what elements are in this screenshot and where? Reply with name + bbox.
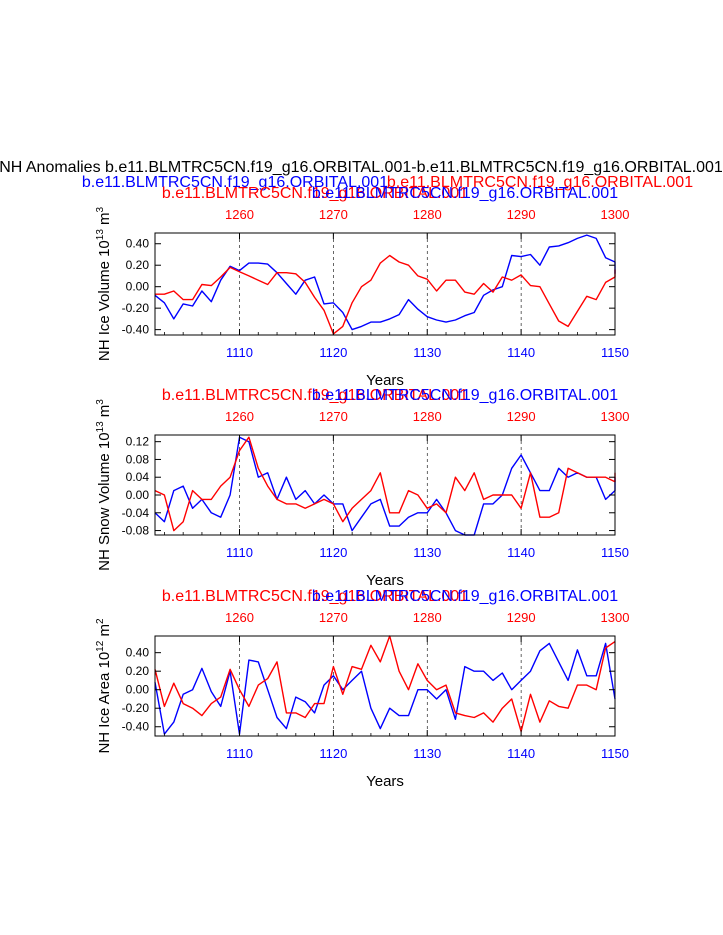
x-axis-label: Years [366,372,404,389]
y-tick-label: 0.08 [126,452,150,466]
x-tick-label-top: 1270 [319,409,348,424]
x-tick-label-bottom: 1150 [601,345,629,360]
x-tick-label-top: 1270 [319,207,348,222]
plot-frame [154,232,616,336]
chart-snow-volume: b.e11.BLMTRC5CN.f19_g16.ORBITAL.001b.e11… [95,387,629,589]
y-tick-label: -0.40 [122,720,150,734]
series-line-blue [154,436,616,536]
y-axis-label-text: NH Snow Volume 10 [96,432,113,570]
x-axis-label: Years [366,572,404,589]
series-line-red [155,254,616,335]
x-tick-label-bottom: 1110 [226,345,253,360]
series-line-red [154,635,616,733]
y-tick-label: 0.20 [126,664,150,678]
x-tick-label-top: 1300 [601,610,630,625]
x-tick-label-top: 1260 [225,610,254,625]
y-axis-label-exponent: 13 [95,421,106,433]
x-tick-label-bottom: 1130 [413,545,441,560]
x-tick-label-top: 1300 [601,207,630,222]
y-axis-label-unit: m [96,405,113,422]
y-tick-label: 0.00 [126,488,150,502]
x-tick-label-top: 1290 [507,207,536,222]
subtitle-blue: b.e11.BLMTRC5CN.f19_g16.ORBITAL.001 [82,174,388,191]
x-axis-label: Years [366,773,404,790]
y-axis-label-exponent: 13 [95,229,106,241]
x-tick-label-bottom: 1130 [413,746,441,761]
x-tick-label-top: 1290 [507,409,536,424]
x-tick-label-bottom: 1120 [319,746,347,761]
y-axis-label: NH Ice Area 1012 m2 [95,618,113,754]
series-line-blue [154,234,616,331]
panel-title-red: b.e11.BLMTRC5CN.f19_g16.ORBITAL.001 [162,588,468,605]
x-tick-label-top: 1280 [413,207,442,222]
y-axis-label-exponent: 12 [95,640,106,652]
chart-panels: b.e11.BLMTRC5CN.f19_g16.ORBITAL.001b.e11… [95,185,629,790]
y-tick-label: 0.40 [126,646,150,660]
y-tick-label: 0.12 [126,435,150,449]
x-tick-label-top: 1280 [413,610,442,625]
chart-ice-area: b.e11.BLMTRC5CN.f19_g16.ORBITAL.001b.e11… [95,588,629,790]
y-axis-label-unit-exponent: 3 [95,399,106,405]
y-axis-label: NH Ice Volume 1013 m3 [95,206,113,361]
x-tick-label-bottom: 1120 [319,345,347,360]
panel-title-red: b.e11.BLMTRC5CN.f19_g16.ORBITAL.001 [162,387,468,404]
y-axis-label: NH Snow Volume 1013 m3 [95,399,113,571]
y-tick-label: -0.20 [122,701,150,715]
y-tick-label: -0.40 [122,323,150,337]
x-tick-label-bottom: 1110 [226,746,253,761]
series-line-blue [154,642,616,735]
x-tick-label-bottom: 1140 [507,345,535,360]
x-tick-label-top: 1260 [225,409,254,424]
chart-ice-volume: b.e11.BLMTRC5CN.f19_g16.ORBITAL.001b.e11… [95,185,629,389]
y-axis-label-unit-exponent: 3 [95,206,106,212]
x-tick-label-top: 1300 [601,409,630,424]
x-tick-label-bottom: 1120 [319,545,347,560]
y-tick-label: -0.04 [122,506,150,520]
y-axis-label-unit-exponent: 2 [95,618,106,624]
panel-title-blue: b.e11.BLMTRC5CN.f19_g16.ORBITAL.001 [312,387,618,404]
plot-frame [154,635,616,737]
panel-title-blue: b.e11.BLMTRC5CN.f19_g16.ORBITAL.001 [312,185,618,202]
x-tick-label-bottom: 1130 [413,345,441,360]
x-tick-label-top: 1280 [413,409,442,424]
subtitle-red: b.e11.BLMTRC5CN.f19_g16.ORBITAL.001 [387,174,693,191]
y-tick-label: 0.04 [126,470,150,484]
y-axis-label-text: NH Ice Area 10 [96,652,113,754]
panel-title-red: b.e11.BLMTRC5CN.f19_g16.ORBITAL.001 [162,185,468,202]
panel-title-blue: b.e11.BLMTRC5CN.f19_g16.ORBITAL.001 [312,588,618,605]
y-tick-label: 0.20 [126,258,150,272]
y-tick-label: 0.00 [126,683,150,697]
y-tick-label: -0.20 [122,301,150,315]
y-tick-label: 0.00 [126,280,150,294]
y-axis-label-unit: m [96,212,113,229]
y-axis-label-unit: m [96,624,113,641]
y-tick-label: 0.40 [126,237,150,251]
x-tick-label-bottom: 1140 [507,746,535,761]
y-axis-label-text: NH Ice Volume 10 [96,240,113,361]
x-tick-label-bottom: 1110 [226,545,253,560]
x-tick-label-bottom: 1150 [601,545,629,560]
main-title: NH Anomalies b.e11.BLMTRC5CN.f19_g16.ORB… [0,159,723,176]
x-tick-label-bottom: 1140 [507,545,535,560]
x-tick-label-top: 1260 [225,207,254,222]
x-tick-label-bottom: 1150 [601,746,629,761]
series-line-red [154,436,616,532]
plot-frame [154,434,616,536]
y-tick-label: -0.08 [122,524,150,538]
x-tick-label-top: 1270 [319,610,348,625]
x-tick-label-top: 1290 [507,610,536,625]
